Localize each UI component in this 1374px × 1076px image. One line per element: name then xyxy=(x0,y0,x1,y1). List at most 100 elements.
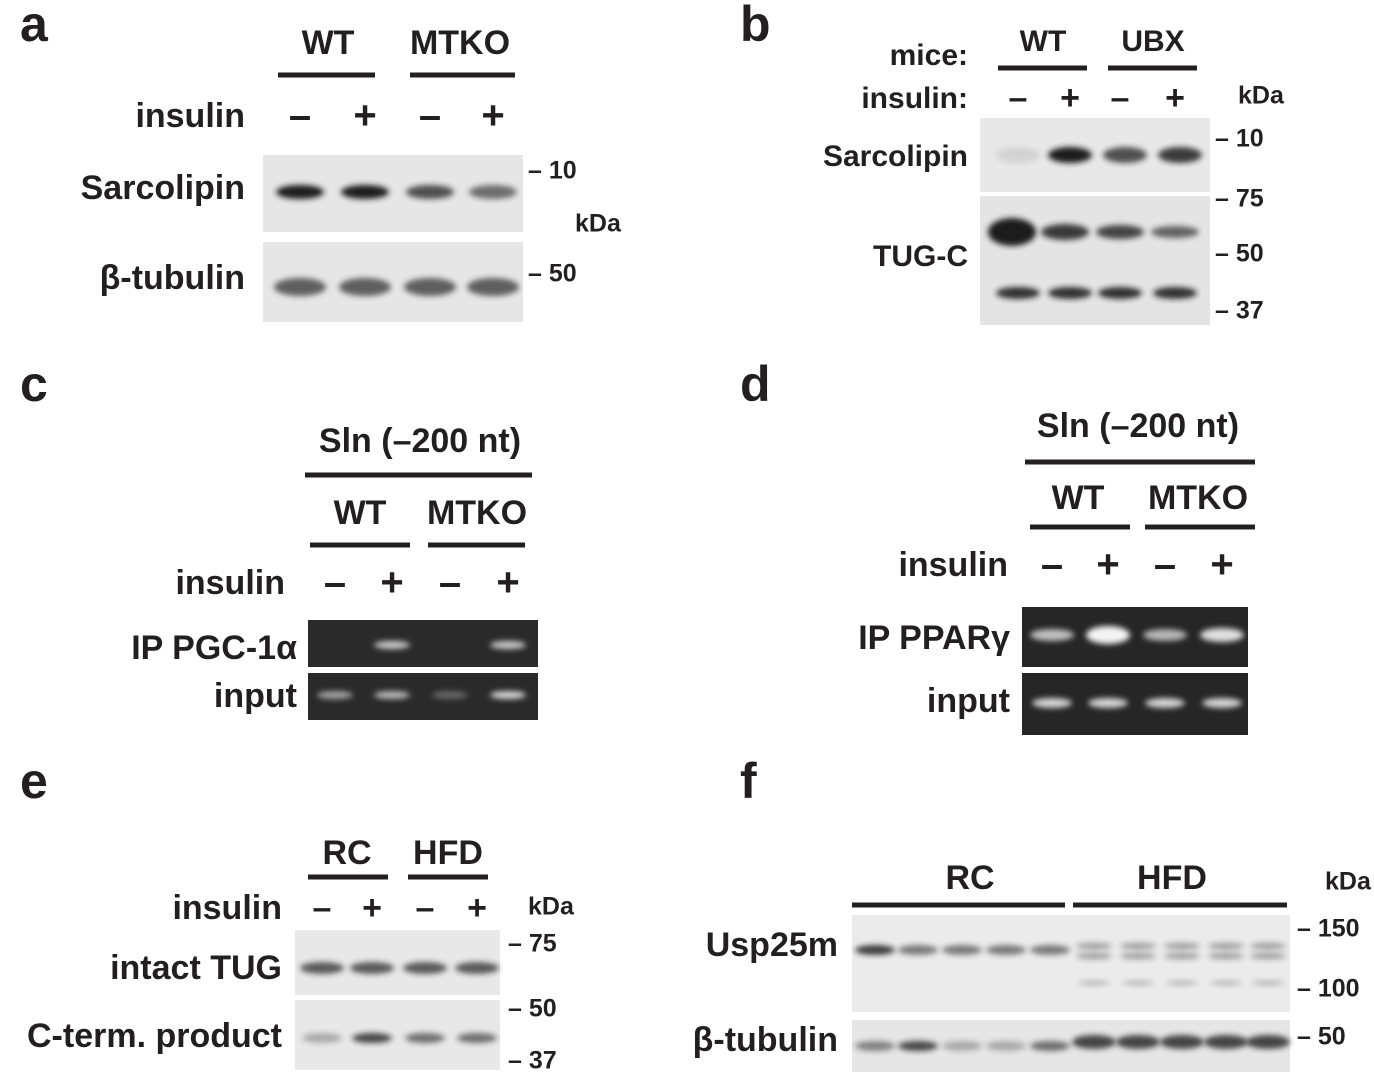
band xyxy=(1246,1035,1290,1049)
lane: – xyxy=(313,889,332,927)
marker: – 50 xyxy=(528,260,577,288)
lane: – xyxy=(1009,79,1028,117)
band xyxy=(274,278,326,296)
band xyxy=(855,1041,895,1051)
marker: – 10 xyxy=(528,157,577,185)
blot-label: input xyxy=(214,677,297,715)
band xyxy=(942,945,982,955)
marker: – 150 xyxy=(1297,915,1360,943)
blot-label: TUG-C xyxy=(873,240,968,273)
band xyxy=(432,691,468,699)
row-label: insulin: xyxy=(861,82,968,115)
marker: – 50 xyxy=(1215,240,1264,268)
band xyxy=(898,945,938,955)
blot-label: Usp25m xyxy=(706,926,838,964)
band xyxy=(1208,953,1244,959)
band xyxy=(300,962,344,974)
band xyxy=(1076,943,1112,949)
band xyxy=(302,1033,342,1043)
group: RC xyxy=(322,834,371,872)
lane: + xyxy=(353,94,376,138)
band xyxy=(1200,628,1244,642)
band xyxy=(403,962,447,974)
band xyxy=(339,278,391,296)
blot xyxy=(980,196,1210,325)
band xyxy=(1116,1035,1160,1049)
band xyxy=(1164,943,1200,949)
band xyxy=(1030,945,1070,955)
unit: kDa xyxy=(575,210,622,238)
group: MTKO xyxy=(427,494,527,532)
group: MTKO xyxy=(1148,479,1248,517)
band xyxy=(1096,225,1144,239)
band xyxy=(406,185,454,199)
band xyxy=(1204,1035,1248,1049)
band xyxy=(996,287,1040,299)
group: MTKO xyxy=(410,24,510,62)
lane: + xyxy=(1096,543,1119,587)
lane: – xyxy=(439,561,461,605)
group: WT xyxy=(334,494,387,532)
row-label: insulin xyxy=(898,546,1008,584)
marker: – 37 xyxy=(1215,297,1264,325)
group: WT xyxy=(1020,25,1067,58)
band xyxy=(1210,981,1242,985)
lane: + xyxy=(1210,543,1233,587)
row-label: mice: xyxy=(890,39,968,72)
lane: + xyxy=(496,561,519,605)
marker: – 75 xyxy=(508,930,557,958)
blot xyxy=(852,915,1290,1012)
header: Sln (–200 nt) xyxy=(1037,407,1239,445)
band xyxy=(276,185,324,199)
band xyxy=(1250,953,1286,959)
band xyxy=(1250,943,1286,949)
group: HFD xyxy=(413,834,483,872)
band xyxy=(350,962,394,974)
band xyxy=(1088,698,1128,708)
band xyxy=(855,945,895,955)
band xyxy=(1041,224,1089,240)
blot-label: Sarcolipin xyxy=(823,140,968,173)
band xyxy=(898,1041,938,1051)
band xyxy=(1252,981,1284,985)
lane: – xyxy=(1041,543,1063,587)
blot-label: β-tubulin xyxy=(100,259,245,297)
band xyxy=(352,1033,392,1043)
band xyxy=(341,185,389,199)
band xyxy=(1048,287,1092,299)
blot-label: IP PGC-1α xyxy=(131,629,297,667)
band xyxy=(457,1033,497,1043)
band xyxy=(374,691,410,699)
band xyxy=(1120,953,1156,959)
unit: kDa xyxy=(1325,868,1372,896)
panel-letter: b xyxy=(740,0,771,52)
band xyxy=(1145,698,1185,708)
band xyxy=(986,1041,1026,1051)
band xyxy=(988,218,1036,246)
lane: + xyxy=(1060,79,1080,117)
group: UBX xyxy=(1121,25,1184,58)
panel-letter: a xyxy=(20,0,49,52)
blot-label: intact TUG xyxy=(110,949,282,987)
band xyxy=(1166,981,1198,985)
band xyxy=(490,691,526,699)
group: WT xyxy=(302,24,355,62)
band xyxy=(1086,626,1130,644)
band xyxy=(469,185,517,199)
band xyxy=(1098,287,1142,299)
lane: + xyxy=(380,561,403,605)
band xyxy=(986,945,1026,955)
band xyxy=(1030,629,1074,641)
blot-label: input xyxy=(927,682,1010,720)
group: HFD xyxy=(1137,859,1207,897)
band xyxy=(317,691,353,699)
lane: – xyxy=(1111,79,1130,117)
marker: – 10 xyxy=(1215,125,1264,153)
panel-letter: e xyxy=(20,753,48,809)
band xyxy=(405,1033,445,1043)
band xyxy=(942,1041,982,1051)
row-label: insulin xyxy=(175,564,285,602)
panel-letter: f xyxy=(740,753,757,809)
band xyxy=(1103,147,1147,163)
